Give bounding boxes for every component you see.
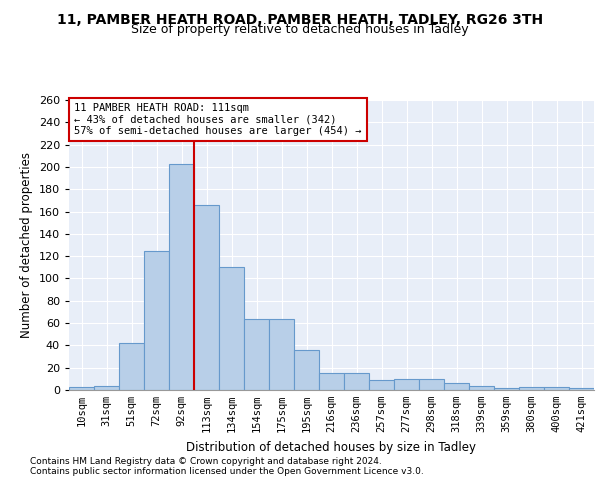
Text: Contains HM Land Registry data © Crown copyright and database right 2024.: Contains HM Land Registry data © Crown c…: [30, 458, 382, 466]
Text: Size of property relative to detached houses in Tadley: Size of property relative to detached ho…: [131, 22, 469, 36]
Y-axis label: Number of detached properties: Number of detached properties: [20, 152, 33, 338]
Bar: [369, 380, 394, 390]
Bar: [144, 250, 169, 390]
Bar: [244, 318, 269, 390]
Bar: [344, 374, 369, 390]
Bar: [119, 343, 144, 390]
Bar: [219, 268, 244, 390]
Bar: [169, 164, 194, 390]
Bar: [419, 379, 444, 390]
Bar: [269, 318, 294, 390]
Text: 11, PAMBER HEATH ROAD, PAMBER HEATH, TADLEY, RG26 3TH: 11, PAMBER HEATH ROAD, PAMBER HEATH, TAD…: [57, 12, 543, 26]
Bar: [494, 388, 519, 390]
Bar: [394, 379, 419, 390]
Bar: [294, 350, 319, 390]
X-axis label: Distribution of detached houses by size in Tadley: Distribution of detached houses by size …: [187, 440, 476, 454]
Bar: [69, 386, 94, 390]
Bar: [519, 386, 544, 390]
Bar: [469, 386, 494, 390]
Text: 11 PAMBER HEATH ROAD: 111sqm
← 43% of detached houses are smaller (342)
57% of s: 11 PAMBER HEATH ROAD: 111sqm ← 43% of de…: [74, 103, 362, 136]
Text: Contains public sector information licensed under the Open Government Licence v3: Contains public sector information licen…: [30, 468, 424, 476]
Bar: [194, 205, 219, 390]
Bar: [94, 386, 119, 390]
Bar: [319, 374, 344, 390]
Bar: [544, 386, 569, 390]
Bar: [444, 384, 469, 390]
Bar: [569, 388, 594, 390]
